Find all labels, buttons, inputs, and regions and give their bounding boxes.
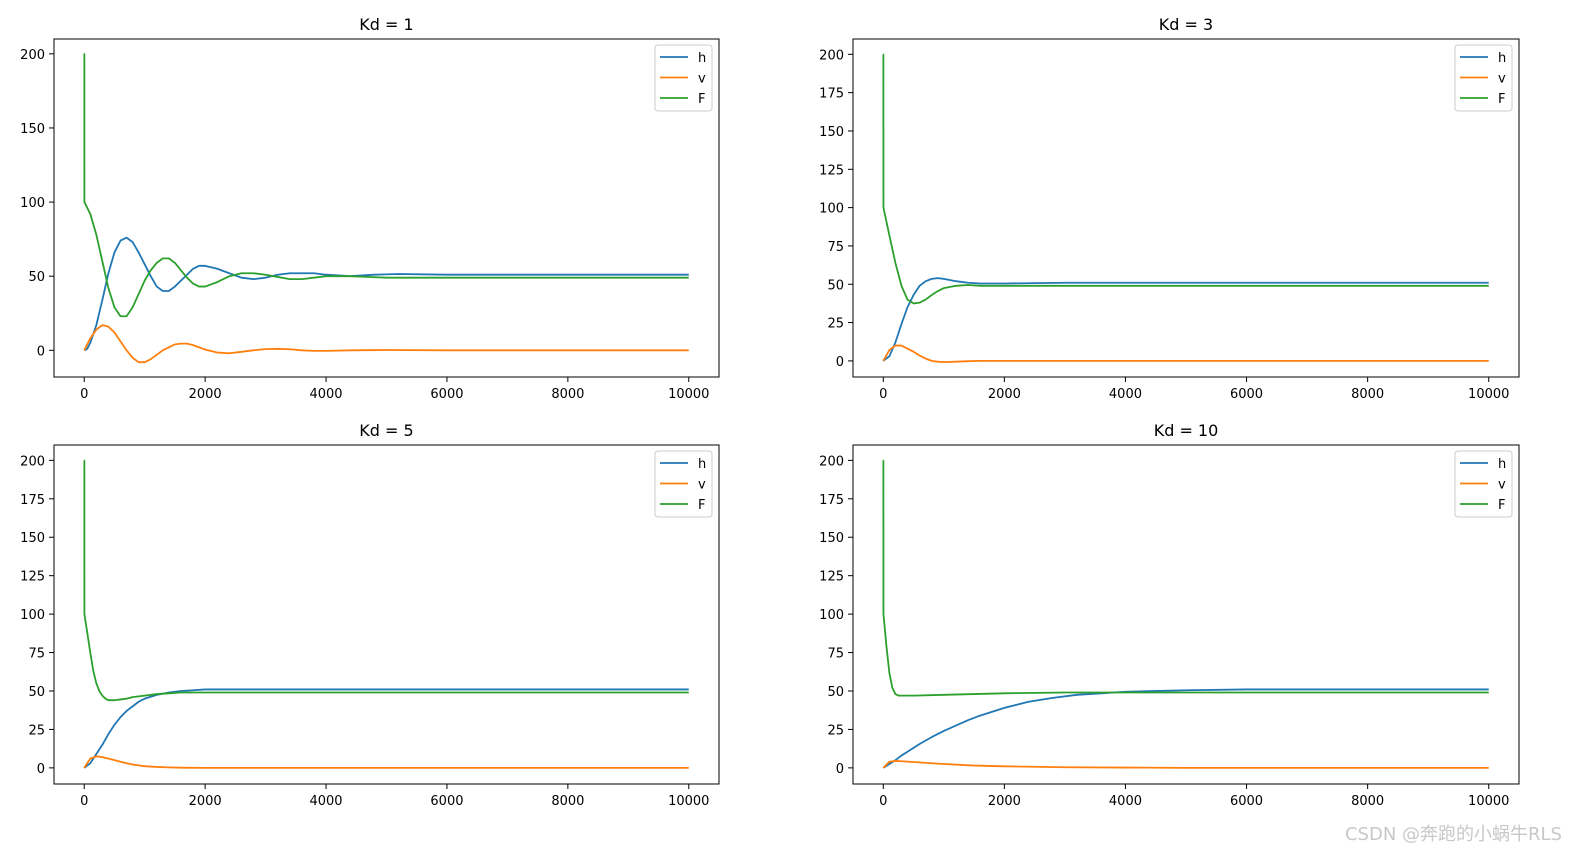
series-line-h — [83, 236, 689, 352]
watermark: CSDN @奔跑的小蜗牛RLS — [1344, 824, 1562, 845]
y-tick-label: 175 — [819, 493, 844, 508]
subplot-1: Kd = 1 0 2000 4000 6000 8000 10000 0 50 100 150 200… — [20, 15, 720, 402]
x-tick-label: 2000 — [988, 387, 1021, 402]
y-tick-label: 175 — [819, 87, 844, 102]
series-line-v — [882, 760, 1489, 769]
series-line-h — [882, 688, 1489, 769]
legend-label-h: h — [1498, 51, 1506, 66]
x-tick-label: 6000 — [1230, 387, 1263, 402]
series-line-h — [83, 688, 689, 769]
series-line-v — [882, 344, 1489, 364]
x-tick-label: 8000 — [1351, 794, 1384, 809]
x-tick-label: 6000 — [430, 387, 463, 402]
legend: hvF — [654, 44, 713, 112]
y-tick-label: 100 — [819, 202, 844, 217]
series-line-F — [83, 459, 689, 702]
subplot-3: Kd = 5 0 2000 4000 6000 8000 10000 0 25 50 75 100 12… — [20, 421, 720, 809]
y-tick-label: 200 — [20, 454, 45, 469]
x-tick-label: 4000 — [309, 794, 342, 809]
y-tick-label: 0 — [37, 344, 45, 359]
x-tick-label: 10000 — [668, 387, 709, 402]
y-tick-label: 125 — [20, 570, 45, 585]
y-tick-label: 50 — [28, 685, 45, 700]
legend-label-F: F — [1498, 498, 1505, 513]
y-tick-label: 100 — [20, 608, 45, 623]
x-tick-label: 4000 — [1109, 387, 1142, 402]
legend-label-v: v — [698, 72, 706, 87]
y-tick-label: 50 — [28, 270, 45, 285]
legend-label-F: F — [698, 498, 705, 513]
x-tick-label: 4000 — [309, 387, 342, 402]
chart-title: Kd = 3 — [1159, 15, 1213, 34]
x-tick-label: 2000 — [189, 387, 222, 402]
y-tick-label: 125 — [819, 570, 844, 585]
subplot-2: Kd = 3 0 2000 4000 6000 8000 10000 0 25 50 75 100 12… — [819, 15, 1520, 402]
legend-label-v: v — [698, 478, 706, 493]
series-line-F — [83, 52, 689, 318]
legend: hvF — [1454, 450, 1513, 518]
y-tick-label: 150 — [20, 531, 45, 546]
chart-title: Kd = 5 — [359, 421, 413, 440]
y-tick-label: 100 — [819, 608, 844, 623]
y-tick-label: 25 — [827, 723, 844, 738]
y-tick-label: 75 — [28, 647, 45, 662]
y-tick-label: 75 — [827, 647, 844, 662]
y-tick-label: 175 — [20, 493, 45, 508]
x-tick-label: 10000 — [1468, 387, 1509, 402]
y-tick-label: 25 — [28, 723, 45, 738]
subplot-4: Kd = 10 0 2000 4000 6000 8000 10000 0 25 50 75 100 1… — [819, 421, 1520, 809]
x-tick-label: 8000 — [551, 794, 584, 809]
x-tick-label: 4000 — [1109, 794, 1142, 809]
series-line-v — [83, 324, 689, 364]
y-tick-label: 50 — [827, 685, 844, 700]
x-tick-label: 10000 — [668, 794, 709, 809]
y-tick-label: 50 — [827, 278, 844, 293]
axes-frame — [53, 38, 720, 378]
y-tick-label: 0 — [836, 762, 844, 777]
y-tick-label: 200 — [20, 48, 45, 63]
legend-label-v: v — [1498, 72, 1506, 87]
y-tick-label: 150 — [20, 122, 45, 137]
x-tick-label: 8000 — [551, 387, 584, 402]
y-tick-label: 0 — [37, 762, 45, 777]
y-tick-label: 25 — [827, 317, 844, 332]
legend-label-h: h — [698, 51, 706, 66]
legend-label-h: h — [1498, 457, 1506, 472]
x-tick-label: 6000 — [1230, 794, 1263, 809]
chart-title: Kd = 10 — [1154, 421, 1219, 440]
x-tick-label: 10000 — [1468, 794, 1509, 809]
legend-label-F: F — [1498, 92, 1505, 107]
x-tick-label: 0 — [80, 794, 88, 809]
legend-label-F: F — [698, 92, 705, 107]
legend-label-v: v — [1498, 478, 1506, 493]
series-line-h — [882, 277, 1489, 362]
x-tick-label: 0 — [879, 387, 887, 402]
x-tick-label: 2000 — [988, 794, 1021, 809]
x-tick-label: 2000 — [189, 794, 222, 809]
y-tick-label: 200 — [819, 454, 844, 469]
y-tick-label: 150 — [819, 531, 844, 546]
x-tick-label: 0 — [879, 794, 887, 809]
y-tick-label: 75 — [827, 240, 844, 255]
legend: hvF — [1454, 44, 1513, 112]
x-tick-label: 6000 — [430, 794, 463, 809]
series-line-F — [882, 53, 1489, 305]
axes-frame — [852, 38, 1520, 378]
y-tick-label: 200 — [819, 48, 844, 63]
series-line-F — [882, 459, 1489, 697]
axes-frame — [852, 444, 1520, 785]
y-tick-label: 100 — [20, 196, 45, 211]
y-tick-label: 150 — [819, 125, 844, 140]
y-tick-label: 125 — [819, 163, 844, 178]
axes-frame — [53, 444, 720, 785]
x-tick-label: 8000 — [1351, 387, 1384, 402]
chart-title: Kd = 1 — [359, 15, 413, 34]
legend-label-h: h — [698, 457, 706, 472]
series-line-v — [83, 755, 689, 769]
x-tick-label: 0 — [80, 387, 88, 402]
y-tick-label: 0 — [836, 355, 844, 370]
legend: hvF — [654, 450, 713, 518]
